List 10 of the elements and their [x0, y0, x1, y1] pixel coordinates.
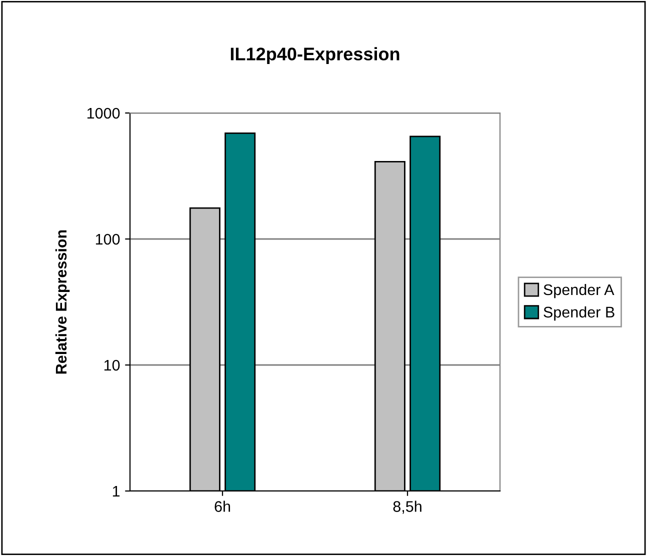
y-tick-label: 100 — [96, 234, 120, 245]
legend-label: Spender A — [544, 284, 614, 298]
y-axis-title: Relative Expression — [55, 230, 70, 374]
y-tick-label: 1 — [112, 486, 120, 497]
x-tick-label: 8,5h — [393, 500, 422, 514]
y-tick-label: 1000 — [87, 108, 120, 119]
y-tick-label: 10 — [104, 360, 120, 371]
x-tick-label: 6h — [214, 500, 230, 512]
legend-label: Spender B — [544, 306, 614, 321]
chart-title: IL12p40-Expression — [230, 47, 400, 64]
